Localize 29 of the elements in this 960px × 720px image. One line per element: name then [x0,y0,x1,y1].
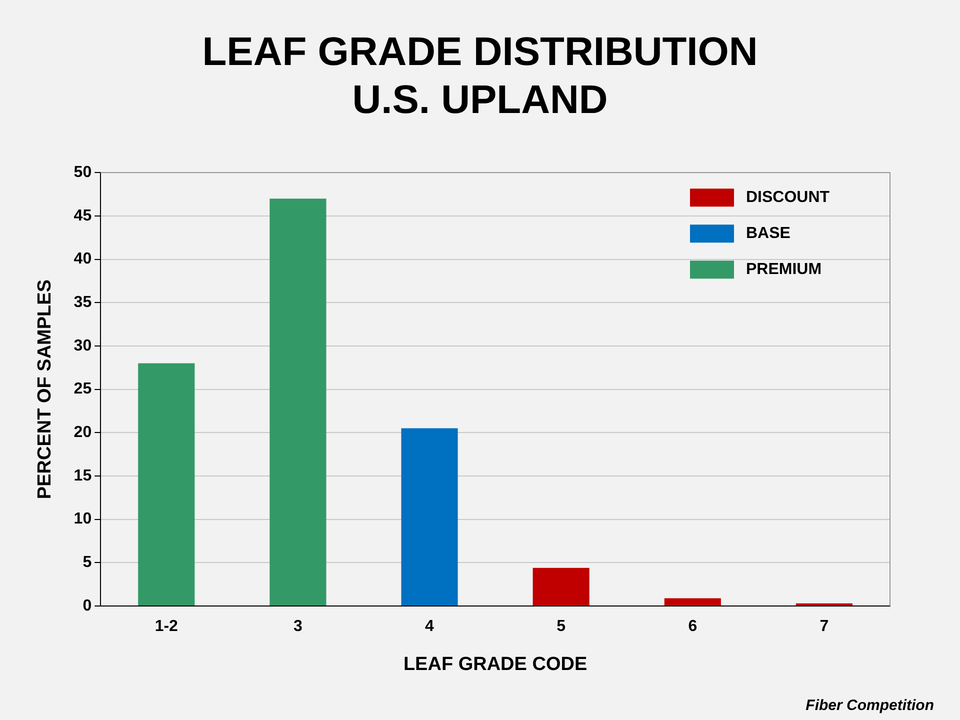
chart-title: LEAF GRADE DISTRIBUTION U.S. UPLAND [201,29,759,124]
legend-label: DISCOUNT [746,189,830,206]
bar [270,198,326,606]
text: Fiber Competition [806,697,934,714]
y-tick-label: 20 [74,424,92,442]
y-tick-label: 35 [74,294,92,312]
bar [664,598,721,606]
x-tick-label: 6 [688,618,698,636]
y-axis-title: PERCENT OF SAMPLES [34,280,56,500]
x-axis-title: LEAF GRADE CODE [403,654,588,675]
y-tick-label: 0 [82,597,92,614]
x-tick-label: 5 [556,618,566,636]
y-tick-label: 10 [74,510,92,528]
x-tick-label: 7 [820,618,829,636]
bar [138,363,195,606]
bar [401,428,458,606]
x-tick-label: 1-2 [154,618,178,636]
x-tick-label: 3 [293,618,302,636]
y-tick-label: 5 [82,554,92,572]
y-tick-label: 15 [74,467,92,484]
bar [532,568,590,606]
x-tick-label: 4 [425,618,434,636]
legend-label: PREMIUM [746,261,822,278]
y-tick-label: 25 [74,380,92,398]
y-tick-label: 45 [74,207,92,224]
y-tick-label: 50 [74,164,92,182]
y-tick-label: 30 [74,337,92,354]
legend-label: BASE [746,225,791,242]
y-tick-label: 40 [74,250,92,268]
